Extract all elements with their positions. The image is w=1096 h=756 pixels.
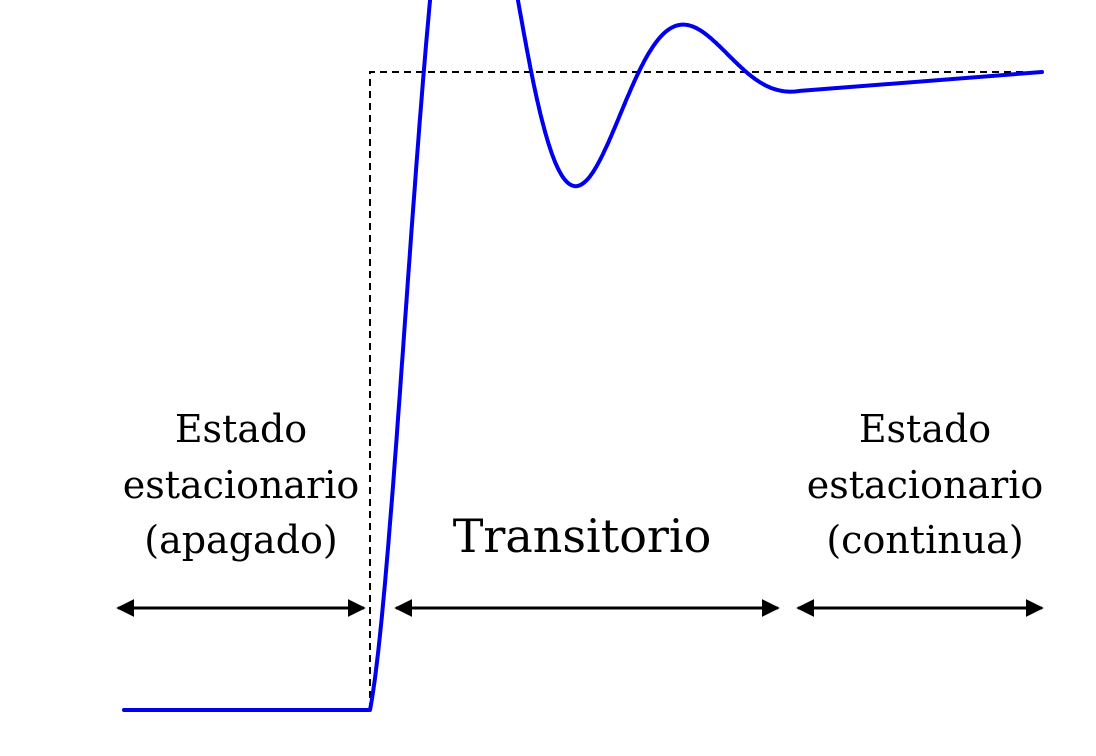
right-state-line2: estacionario [806, 463, 1044, 507]
step-input-line [369, 71, 1042, 710]
right-state-line3: (continua) [826, 518, 1024, 562]
response-curve [122, 0, 1044, 712]
left-state-line3: (apagado) [144, 518, 338, 562]
left-state-line2: estacionario [122, 463, 360, 507]
transient-label: Transitorio [452, 509, 712, 563]
right-state-line1: Estado [858, 407, 992, 451]
left-state-line1: Estado [174, 407, 308, 451]
